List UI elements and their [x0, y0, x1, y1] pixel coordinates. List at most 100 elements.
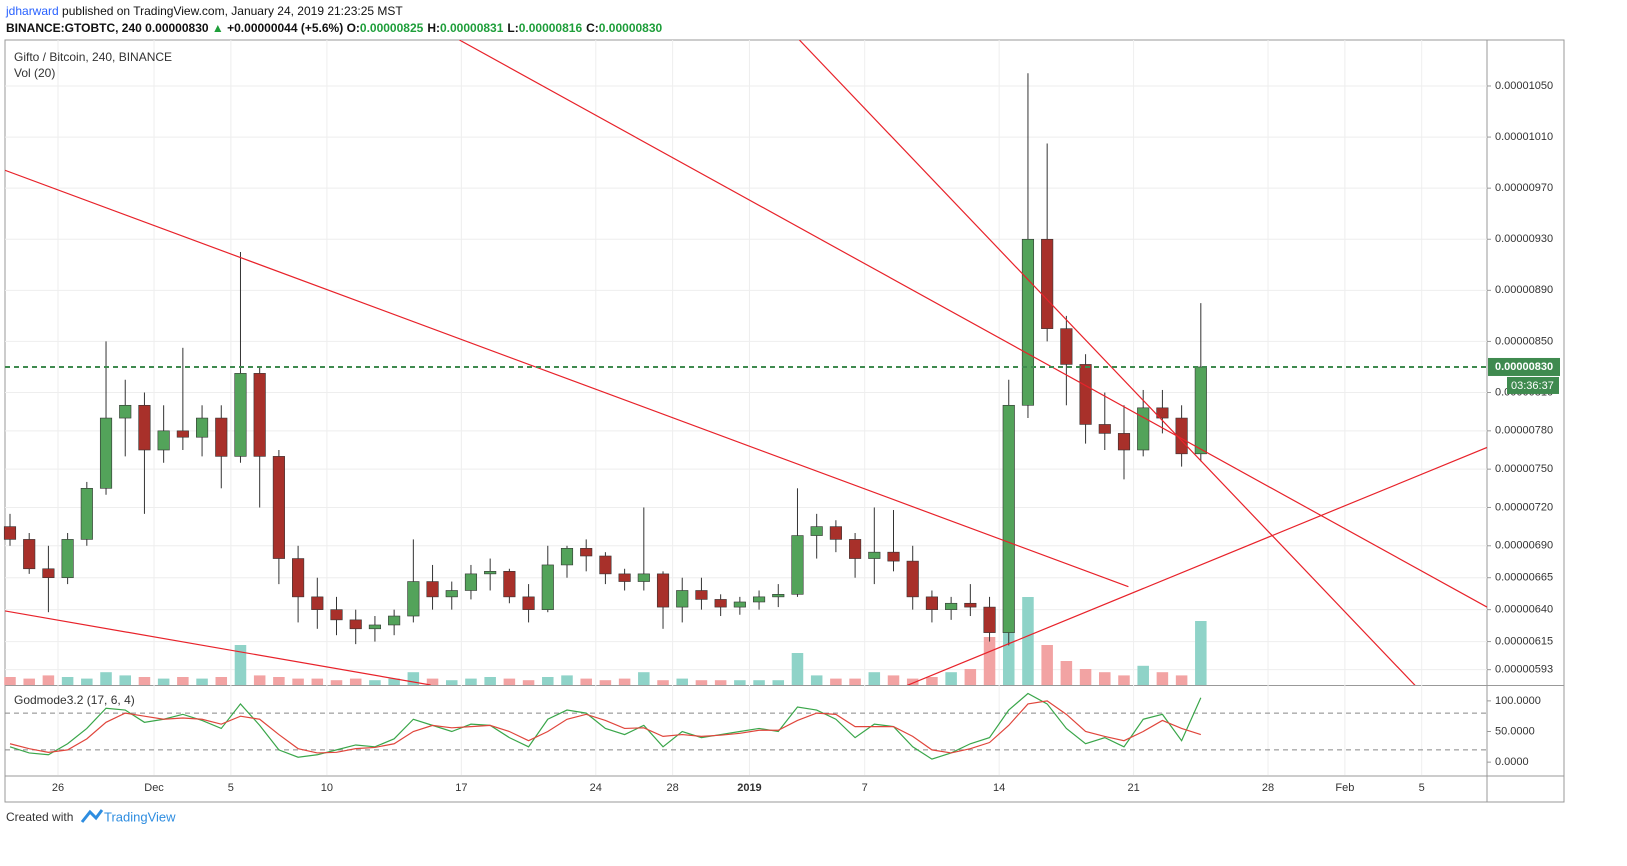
x-tick-label: 28 — [667, 782, 679, 794]
volume-bar — [561, 675, 573, 685]
candle-body — [849, 539, 862, 559]
trendline — [798, 40, 1416, 685]
candle-body — [810, 526, 823, 536]
ohlc-label: L: — [507, 21, 519, 35]
y-tick-label: 0.00000665 — [1495, 572, 1553, 584]
volume-bar — [388, 678, 400, 685]
candle-body — [215, 417, 228, 457]
candle-body — [80, 488, 93, 540]
frame — [4, 39, 1565, 803]
candle-body — [829, 526, 842, 540]
y-tick-label: 0.00000970 — [1495, 182, 1553, 194]
volume-bar — [906, 678, 919, 685]
author[interactable]: jdharward — [6, 4, 59, 18]
x-tick-label: 14 — [993, 782, 1005, 794]
volume-bar — [542, 677, 554, 685]
volume-title: Vol (20) — [14, 66, 55, 80]
candle-body — [234, 373, 247, 457]
y-tick-label: 0.00000593 — [1495, 664, 1553, 676]
last: 0.00000830 — [145, 21, 209, 35]
candle-body — [368, 624, 381, 630]
logo — [80, 809, 104, 823]
y-tick-label: 0.00000640 — [1495, 604, 1553, 616]
candle-body — [637, 573, 650, 582]
candle-body — [791, 535, 804, 595]
volume-bar — [349, 678, 362, 685]
y-tick-label: 0.00000780 — [1495, 425, 1553, 437]
candle-body — [1137, 407, 1150, 451]
candle-body — [61, 539, 74, 579]
volume-bar — [138, 677, 151, 685]
candle-body — [484, 571, 497, 575]
x-tick-label: 2019 — [737, 782, 761, 794]
candle-body — [733, 601, 746, 608]
symbol-line: BINANCE:GTOBTC, 240 0.00000830 ▲ +0.0000… — [6, 21, 666, 35]
footer-brand[interactable]: TradingView — [104, 809, 176, 824]
volume-bar — [407, 672, 420, 685]
osc-tick-label: 0.0000 — [1495, 756, 1529, 768]
y-tick-label: 0.00000750 — [1495, 463, 1553, 475]
y-tick-label: 0.00000890 — [1495, 284, 1553, 296]
x-tick-label: 21 — [1127, 782, 1139, 794]
ohlc-label: C: — [586, 21, 599, 35]
volume-bar — [196, 678, 208, 685]
volume-bar — [868, 672, 881, 685]
ohlc-value: 0.00000831 — [439, 21, 504, 35]
volume-bar — [273, 677, 285, 685]
volume-bar — [734, 680, 746, 685]
x-tick-label: 5 — [1419, 782, 1425, 794]
publish-line: jdharward published on TradingView.com, … — [6, 4, 403, 18]
candle-body — [311, 596, 324, 610]
volume-bar — [599, 680, 612, 685]
y-tick-label: 0.00000690 — [1495, 540, 1553, 552]
candle-body — [330, 609, 343, 621]
arrow: ▲ — [211, 21, 224, 35]
candle-body — [292, 558, 305, 598]
candle-body — [1021, 238, 1035, 406]
candle-body — [580, 548, 593, 557]
volume-bar — [42, 675, 55, 685]
pane-title: Gifto / Bitcoin, 240, BINANCE — [14, 50, 172, 64]
candle-body — [407, 581, 420, 617]
candle-body — [1156, 407, 1169, 419]
ohlc-label: O: — [346, 21, 360, 35]
volume-bar — [369, 680, 381, 685]
volume-bar — [522, 680, 535, 685]
candle-body — [1041, 238, 1054, 329]
volume-bar — [292, 678, 304, 685]
y-tick-label: 0.00000850 — [1495, 335, 1553, 347]
candle-body — [503, 571, 516, 598]
candle-body — [945, 602, 958, 610]
volume-bar — [4, 677, 16, 685]
candle-body — [426, 581, 439, 598]
volume-bar — [714, 680, 727, 685]
candle-body — [3, 526, 17, 540]
y-tick-label: 0.00000720 — [1495, 501, 1553, 513]
candle-body — [445, 590, 458, 598]
symbol: BINANCE:GTOBTC, 240 — [6, 21, 142, 35]
volume-bar — [1156, 672, 1169, 685]
candle-body — [157, 430, 170, 451]
candle-body — [522, 596, 535, 610]
volume-bar — [1022, 597, 1034, 685]
candle-body — [964, 602, 977, 608]
candle-body — [253, 373, 266, 457]
x-tick-label: 28 — [1262, 782, 1274, 794]
countdown: 03:36:37 — [1511, 380, 1554, 392]
candle-body — [349, 619, 362, 630]
candle-body — [1117, 433, 1131, 451]
ohlc-value: 0.00000825 — [359, 21, 424, 35]
volume-bar — [61, 677, 74, 685]
x-tick-label: 10 — [321, 782, 333, 794]
candle-body — [868, 551, 881, 559]
volume-bar — [484, 677, 496, 685]
volume-bar — [234, 645, 247, 685]
candle-body — [464, 573, 478, 591]
volume-bar — [1175, 675, 1188, 685]
x-tick-label: 26 — [52, 782, 64, 794]
volume-bar — [426, 678, 439, 685]
volume-bar — [1118, 675, 1130, 685]
volume-bar — [983, 637, 996, 685]
countdown-box — [1507, 376, 1559, 394]
